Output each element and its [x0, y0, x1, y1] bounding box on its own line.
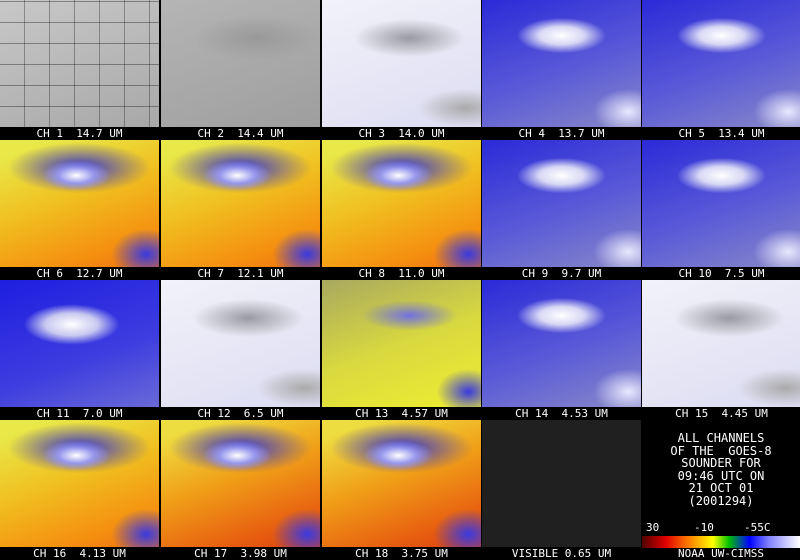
channel-label: CH 13 4.57 UM	[322, 407, 481, 420]
channel-panel: CH 7 12.1 UM	[161, 140, 320, 280]
channel-panel: VISIBLE 0.65 UM	[482, 420, 641, 560]
channel-label: CH 11 7.0 UM	[0, 407, 159, 420]
channel-label: CH 18 3.75 UM	[322, 547, 481, 560]
channel-panel: CH 8 11.0 UM	[322, 140, 481, 280]
channel-label: CH 2 14.4 UM	[161, 127, 320, 140]
info-line: OF THE GOES-8	[670, 443, 772, 458]
channel-label: CH 10 7.5 UM	[642, 267, 800, 280]
satellite-image	[482, 140, 641, 267]
satellite-image	[482, 0, 641, 127]
info-line: 21 OCT 01	[688, 481, 754, 495]
channel-panel: CH 1 14.7 UM	[0, 0, 159, 140]
channel-panel: CH 14 4.53 UM	[482, 280, 641, 420]
channel-panel: CH 9 9.7 UM	[482, 140, 641, 280]
info-line: ALL CHANNELS	[677, 431, 765, 445]
channel-label: CH 14 4.53 UM	[482, 407, 641, 420]
channel-panel: CH 3 14.0 UM	[322, 0, 481, 140]
info-line: (2001294)	[688, 493, 754, 508]
info-line: 09:46 UTC ON	[677, 468, 765, 483]
channel-panel: CH 10 7.5 UM	[642, 140, 800, 280]
channel-label: CH 6 12.7 UM	[0, 267, 159, 280]
channel-label: CH 7 12.1 UM	[161, 267, 320, 280]
channel-panel: CH 18 3.75 UM	[322, 420, 481, 560]
satellite-image	[0, 280, 159, 407]
satellite-image	[642, 0, 800, 127]
channel-panel: CH 13 4.57 UM	[322, 280, 481, 420]
channel-label: CH 9 9.7 UM	[482, 267, 641, 280]
satellite-image	[0, 0, 159, 127]
channel-panel: CH 2 14.4 UM	[161, 0, 320, 140]
channel-panel: CH 15 4.45 UM	[642, 280, 800, 420]
channel-label: CH 3 14.0 UM	[322, 127, 481, 140]
channel-panel: CH 5 13.4 UM	[642, 0, 800, 140]
channel-label: VISIBLE 0.65 UM	[482, 547, 641, 560]
satellite-image	[161, 0, 320, 127]
satellite-image	[322, 280, 481, 407]
channel-label: CH 5 13.4 UM	[642, 127, 800, 140]
channel-panel: CH 17 3.98 UM	[161, 420, 320, 560]
satellite-image	[322, 140, 481, 267]
satellite-image	[642, 280, 800, 407]
info-line: SOUNDER FOR	[681, 456, 761, 470]
satellite-image	[322, 420, 481, 547]
satellite-image	[0, 140, 159, 267]
scale-label: -10	[694, 521, 714, 534]
channel-label: CH 4 13.7 UM	[482, 127, 641, 140]
satellite-image	[0, 420, 159, 547]
channel-label: CH 15 4.45 UM	[642, 407, 800, 420]
channel-panel: CH 16 4.13 UM	[0, 420, 159, 560]
satellite-image	[161, 420, 320, 547]
scale-label: -55C	[744, 521, 771, 534]
satellite-image	[482, 280, 641, 407]
channel-label: CH 17 3.98 UM	[161, 547, 320, 560]
channel-label: CH 16 4.13 UM	[0, 547, 159, 560]
satellite-image	[161, 280, 320, 407]
info-text: ALL CHANNELS OF THE GOES-8 SOUNDER FOR 09:4…	[642, 432, 800, 507]
channel-label: CH 8 11.0 UM	[322, 267, 481, 280]
satellite-image	[322, 0, 481, 127]
channel-label: CH 12 6.5 UM	[161, 407, 320, 420]
satellite-image	[161, 140, 320, 267]
channel-label: CH 1 14.7 UM	[0, 127, 159, 140]
satellite-image	[482, 420, 641, 547]
satellite-image	[642, 140, 800, 267]
channel-panel: CH 6 12.7 UM	[0, 140, 159, 280]
channel-panel: CH 12 6.5 UM	[161, 280, 320, 420]
info-panel: ALL CHANNELS OF THE GOES-8 SOUNDER FOR 09:4…	[642, 420, 800, 560]
credit: NOAA UW-CIMSS	[677, 547, 765, 560]
color-scale	[642, 536, 800, 548]
channel-panel: CH 4 13.7 UM	[482, 0, 641, 140]
channel-panel: CH 11 7.0 UM	[0, 280, 159, 420]
scale-label: 30	[646, 521, 660, 534]
